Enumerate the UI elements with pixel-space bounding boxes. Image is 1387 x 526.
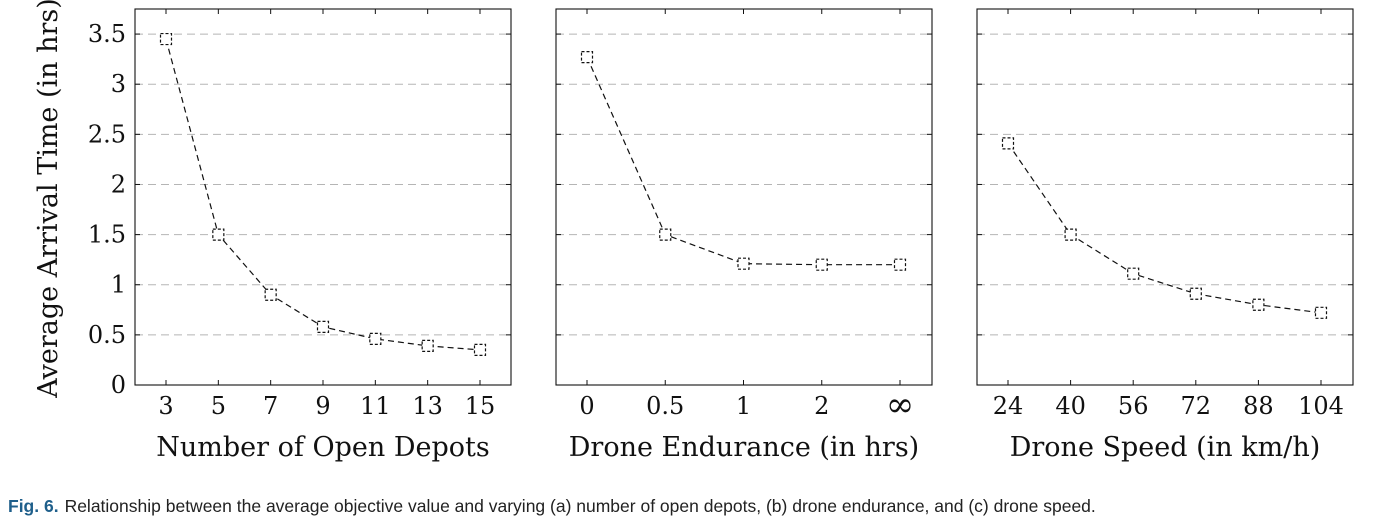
x-tick-label: 0.5 — [646, 392, 684, 420]
chart-panel-1: 0 0.5 1 1.5 2 2.5 3 3.5 3 5 7 9 11 13 15 Number of Open… — [88, 8, 512, 463]
x-tick-label: 88 — [1243, 392, 1274, 420]
data-point — [1064, 228, 1077, 241]
panels: 0 0.5 1 1.5 2 2.5 3 3.5 3 5 7 9 11 13 15 Number of Open… — [88, 8, 1354, 463]
data-point — [421, 339, 434, 352]
series-line — [1007, 143, 1322, 314]
x-tick-label: 5 — [211, 392, 226, 420]
y-tick-label: 2 — [111, 170, 126, 198]
figure-caption: Fig. 6. Relationship between the average … — [8, 496, 1383, 517]
x-tick-label: 13 — [412, 392, 443, 420]
x-tick-label: 2 — [814, 392, 829, 420]
y-axis-label: Average Arrival Time (in hrs) — [33, 0, 64, 399]
x-tick-label: ∞ — [886, 385, 914, 425]
data-point — [1252, 298, 1265, 311]
data-point — [316, 320, 330, 333]
x-tick-label: 40 — [1055, 392, 1086, 420]
y-tick-label: 3.5 — [88, 20, 126, 48]
data-point — [212, 228, 225, 241]
data-point — [659, 228, 672, 241]
caption-text: Relationship between the average objecti… — [64, 496, 1096, 516]
series-line — [165, 38, 481, 351]
data-point — [737, 257, 750, 270]
x-tick-label: 11 — [360, 392, 391, 420]
plot-frame — [555, 8, 933, 386]
series-line — [586, 56, 900, 266]
y-tick-label: 1.5 — [88, 221, 126, 249]
chart-panel-3: 24 40 56 72 88 104 Drone Speed (in km/h) — [976, 8, 1354, 463]
data-point — [1127, 267, 1140, 280]
data-point — [893, 258, 907, 271]
x-tick-label: 56 — [1118, 392, 1149, 420]
data-point — [159, 32, 173, 46]
data-point — [369, 332, 382, 345]
y-tick-label: 1 — [111, 271, 126, 299]
x-tick-label: 3 — [158, 392, 173, 420]
y-tick-label: 2.5 — [88, 120, 126, 148]
data-point — [815, 258, 828, 271]
caption-label: Fig. 6. — [8, 496, 59, 516]
x-axis-label: Number of Open Depots — [156, 432, 489, 463]
x-tick-label: 0 — [579, 392, 594, 420]
data-point — [1001, 137, 1015, 150]
data-point — [473, 343, 487, 357]
x-axis-label: Drone Speed (in km/h) — [1010, 432, 1321, 463]
data-point — [264, 288, 277, 301]
y-tick-label: 3 — [111, 70, 126, 98]
x-tick-label: 15 — [465, 392, 496, 420]
x-tick-label: 9 — [315, 392, 330, 420]
x-tick-label: 104 — [1298, 392, 1344, 420]
plot-frame — [976, 8, 1354, 386]
chart-panel-2: 0 0.5 1 2 ∞ Drone Endurance (in hrs) — [555, 8, 933, 463]
x-tick-label: 7 — [263, 392, 278, 420]
data-point — [1189, 287, 1202, 300]
y-tick-label: 0 — [111, 371, 126, 399]
data-point — [580, 51, 594, 64]
x-tick-label: 1 — [736, 392, 751, 420]
x-tick-label: 24 — [993, 392, 1024, 420]
x-axis-label: Drone Endurance (in hrs) — [569, 432, 919, 463]
x-tick-label: 72 — [1181, 392, 1212, 420]
data-point — [1314, 306, 1328, 319]
y-tick-label: 0.5 — [88, 321, 126, 349]
